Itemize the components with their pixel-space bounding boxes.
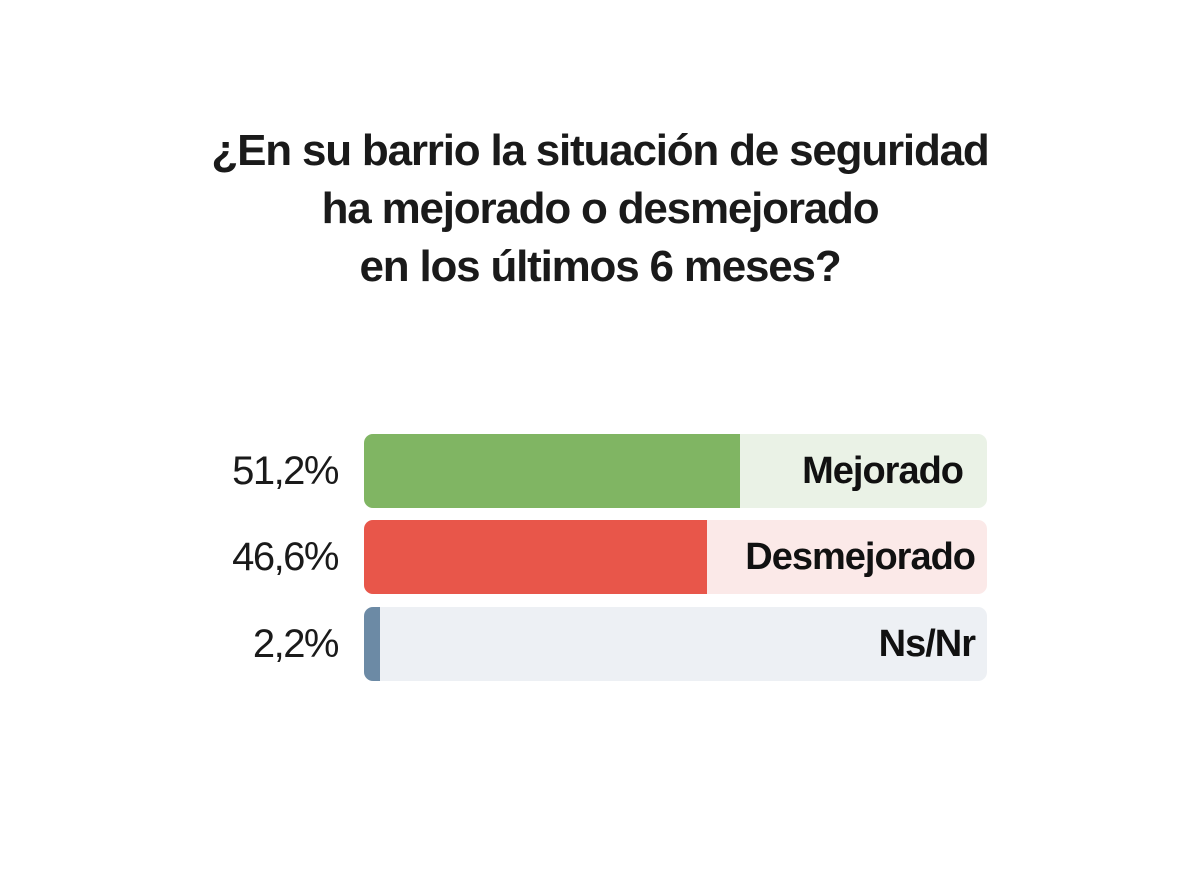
title-line-1: ¿En su barrio la situación de seguridad: [211, 126, 989, 175]
bar: [364, 520, 707, 594]
value-label: 46,6%: [232, 535, 339, 579]
value-label: 2,2%: [252, 622, 340, 666]
bar-row-mejorado: 51,2% Mejorado: [0, 434, 1200, 508]
chart-title: ¿En su barrio la situación de seguridad …: [0, 122, 1200, 296]
category-label: Ns/Nr: [878, 623, 976, 665]
bar: [364, 607, 381, 681]
title-line-2: ha mejorado o desmejorado: [321, 184, 880, 233]
bar-track: Ns/Nr: [364, 607, 987, 681]
value-label: 51,2%: [232, 449, 339, 493]
bar-row-ns-nr: 2,2% Ns/Nr: [0, 607, 1200, 681]
category-label: Mejorado: [802, 450, 964, 492]
bar: [364, 434, 741, 508]
category-label: Desmejorado: [745, 536, 976, 578]
bar-row-desmejorado: 46,6% Desmejorado: [0, 520, 1200, 594]
bar-track: Mejorado: [364, 434, 987, 508]
bar-track: Desmejorado: [364, 520, 987, 594]
title-line-3: en los últimos 6 meses?: [359, 242, 841, 291]
